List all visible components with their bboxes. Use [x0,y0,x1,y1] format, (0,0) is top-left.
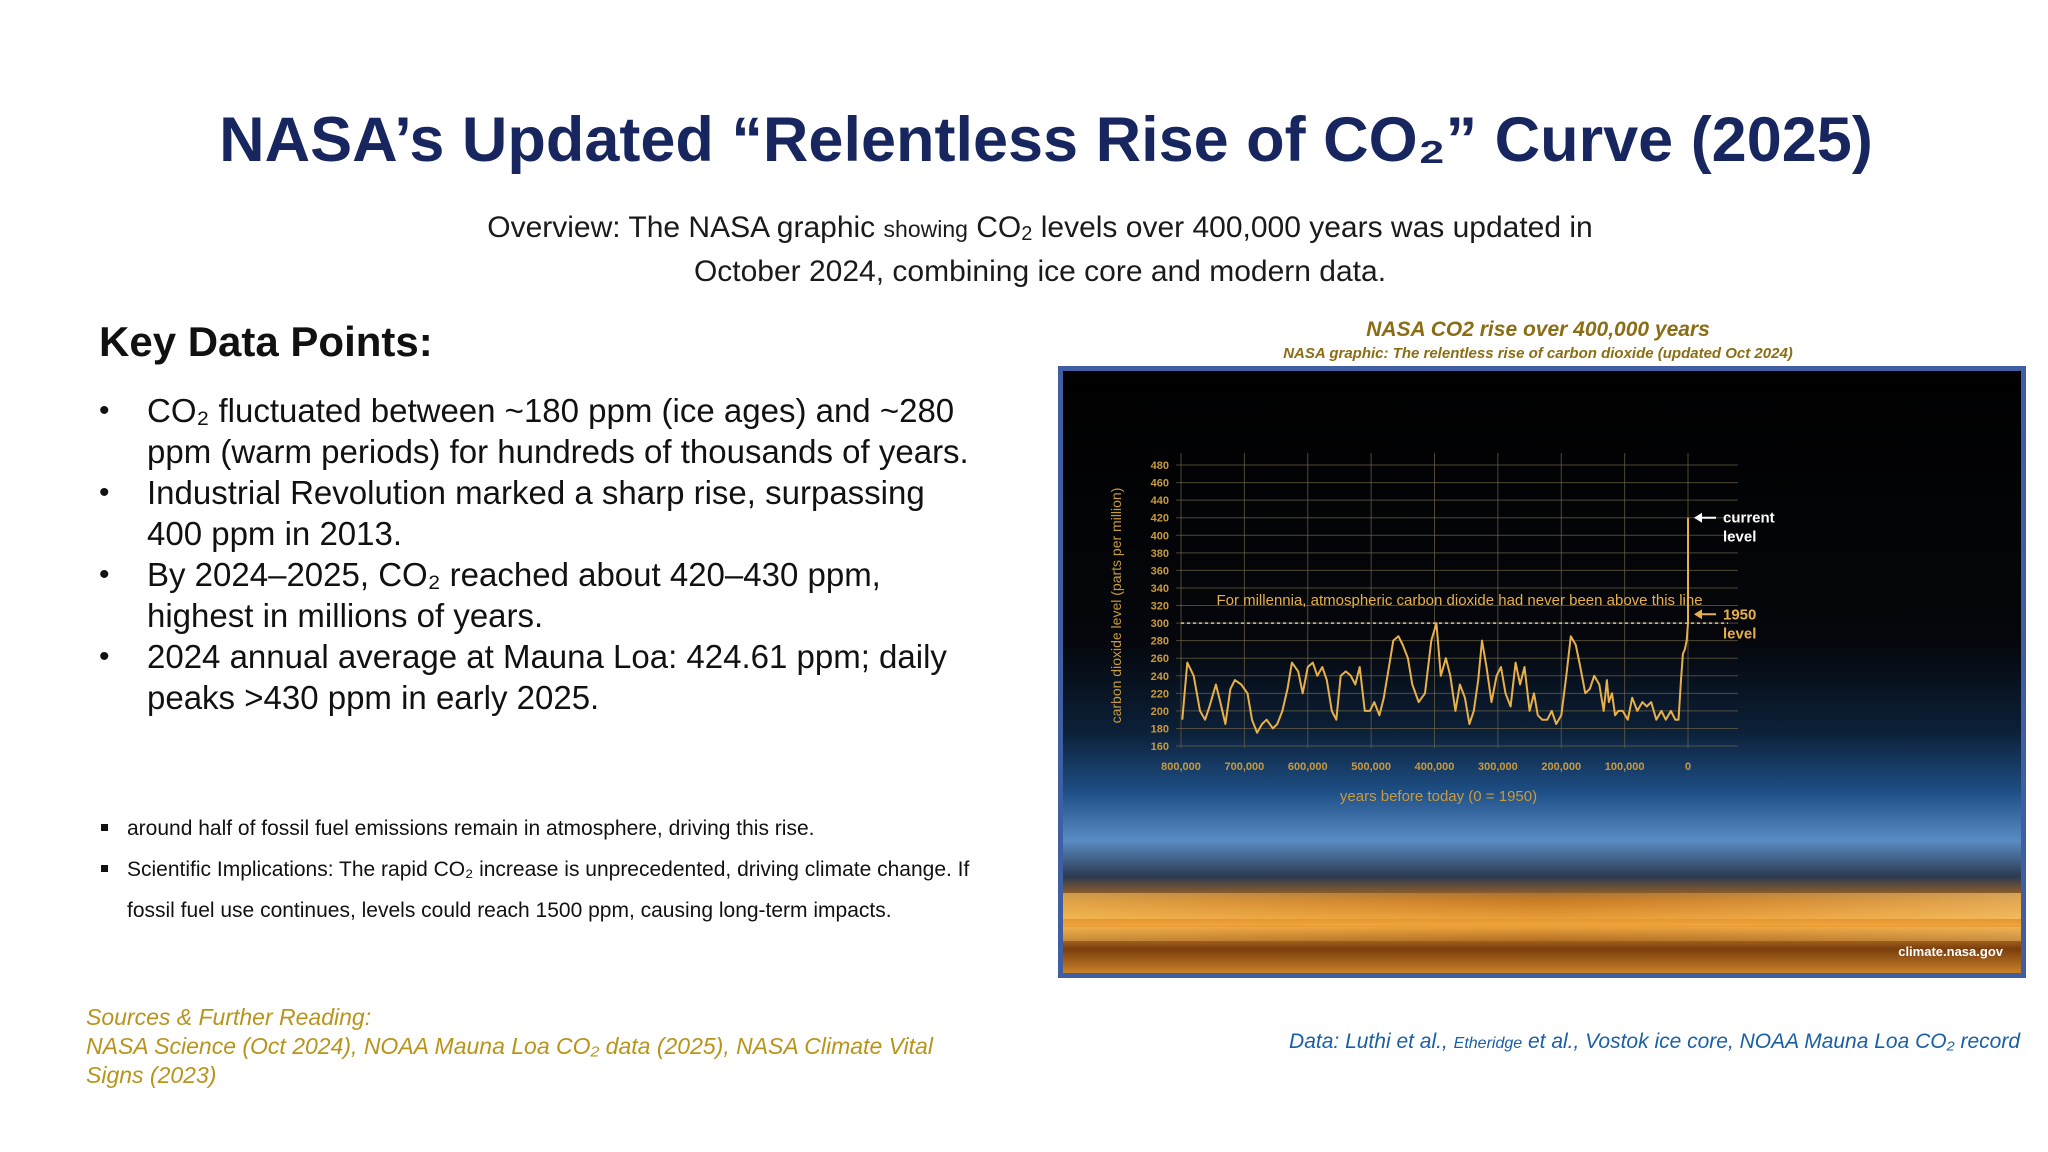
y-tick-label: 440 [1151,495,1169,507]
threshold-label: For millennia, atmospheric carbon dioxid… [1216,592,1702,609]
y-tick-label: 400 [1151,530,1169,542]
annotation-label: level [1723,529,1756,546]
chart-image-frame: 160 180 200 220 240 260 280 300 320 340 360 380 400 4… [1058,366,2026,978]
y-tick-label: 420 [1151,513,1169,525]
x-tick-label: 400,000 [1415,761,1455,773]
x-tick-label: 200,000 [1541,761,1581,773]
chart-background [1063,371,2021,973]
y-tick-label: 340 [1151,583,1169,595]
y-tick-label: 360 [1151,565,1169,577]
horizon-glow [1063,893,2021,919]
x-tick-label: 600,000 [1288,761,1328,773]
key-point: By 2024–2025, CO₂ reached about 420–430 … [99,554,979,636]
secondary-points-list: around half of fossil fuel emissions rem… [99,808,979,931]
overview-subscript: 2 [1021,223,1033,245]
sources-block: Sources & Further Reading: NASA Science (… [86,1003,986,1090]
key-point: CO₂ fluctuated between ~180 ppm (ice age… [99,390,979,472]
watermark: climate.nasa.gov [1898,944,2004,959]
x-tick-label: 300,000 [1478,761,1518,773]
y-tick-label: 260 [1151,653,1169,665]
sources-heading: Sources & Further Reading: [86,1004,372,1030]
annotation-arrowhead [1694,512,1702,523]
data-credit-small: Etheridge [1453,1035,1523,1052]
co2-chart: 160 180 200 220 240 260 280 300 320 340 360 380 400 4… [1063,371,2021,973]
co2-series-line [1181,517,1689,734]
x-tick-label: 100,000 [1605,761,1645,773]
overview-part1: Overview: The NASA graphic [487,211,884,244]
x-tick-label: 500,000 [1351,761,1391,773]
annotation-label: current [1723,510,1775,527]
x-tick-label: 0 [1685,761,1691,773]
key-point: 2024 annual average at Mauna Loa: 424.61… [99,636,979,718]
y-tick-label: 480 [1151,460,1169,472]
annotation-label: level [1723,625,1756,642]
chart-title: NASA CO2 rise over 400,000 years [1366,318,1710,341]
annotations: current level 1950 level [1694,510,1775,642]
y-tick-label: 200 [1151,706,1169,718]
data-credit-part1: Data: Luthi et al., [1289,1030,1454,1053]
y-axis-label: carbon dioxide level (parts per million) [1108,488,1124,724]
annotation-label: 1950 [1723,606,1756,623]
y-tick-label: 320 [1151,601,1169,613]
grid-lines [1176,453,1738,748]
overview-part3: levels over 400,000 years was updated in [1032,211,1593,244]
x-tick-label: 800,000 [1161,761,1201,773]
y-tick-label: 300 [1151,618,1169,630]
overview-part2: CO [967,211,1022,244]
y-tick-label: 160 [1151,741,1169,753]
data-credit-part2: et al., Vostok ice core, NOAA Mauna Loa … [1522,1030,2020,1053]
key-point: Industrial Revolution marked a sharp ris… [99,472,979,554]
secondary-point: around half of fossil fuel emissions rem… [99,808,979,849]
y-tick-labels: 160 180 200 220 240 260 280 300 320 340 360 380 400 4… [1151,460,1169,753]
overview-line2: October 2024, combining ice core and mod… [693,255,1387,288]
y-tick-label: 280 [1151,636,1169,648]
secondary-point: Scientific Implications: The rapid CO₂ i… [99,849,979,931]
y-tick-label: 380 [1151,548,1169,560]
data-credit: Data: Luthi et al., Etheridge et al., Vo… [1060,1030,2020,1054]
x-axis-label: years before today (0 = 1950) [1340,788,1537,805]
key-points-list: CO₂ fluctuated between ~180 ppm (ice age… [99,390,979,718]
key-points-heading: Key Data Points: [99,318,433,365]
x-tick-label: 700,000 [1224,761,1264,773]
y-tick-label: 180 [1151,723,1169,735]
y-tick-label: 220 [1151,688,1169,700]
horizon-glow-2 [1063,927,2021,941]
sources-text: NASA Science (Oct 2024), NOAA Mauna Loa … [86,1033,933,1088]
y-tick-label: 460 [1151,478,1169,490]
x-tick-labels: 800,000 700,000 600,000 500,000 400,000 300,0… [1161,761,1691,773]
y-tick-label: 240 [1151,671,1169,683]
annotation-arrowhead [1694,609,1702,620]
page-title: NASA’s Updated “Relentless Rise of CO₂” … [219,105,1873,175]
overview-text: Overview: The NASA graphic showing CO2 l… [440,209,1640,291]
chart-subtitle: NASA graphic: The relentless rise of car… [1283,345,1793,362]
overview-small-word: showing [883,216,968,242]
